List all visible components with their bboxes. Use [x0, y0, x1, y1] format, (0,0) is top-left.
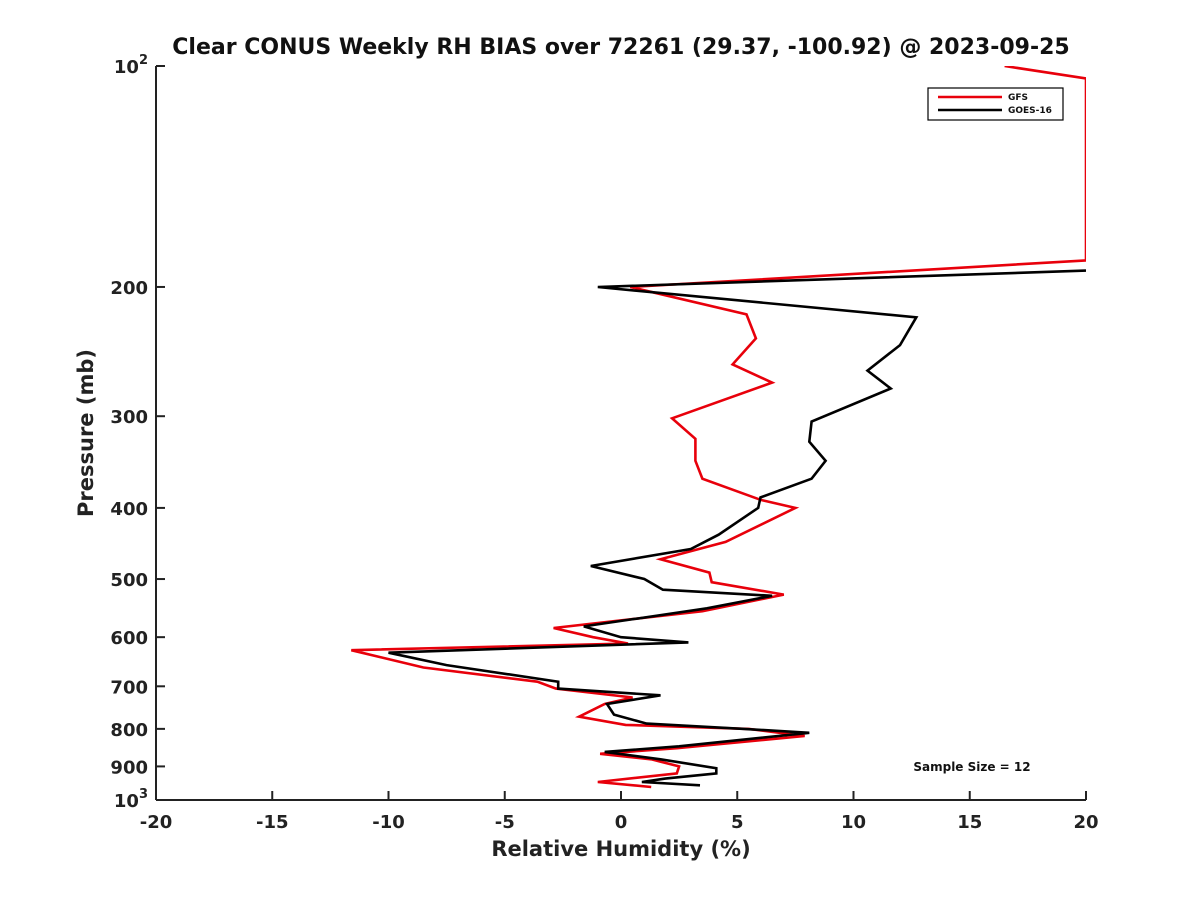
x-axis-label: Relative Humidity (%)	[491, 837, 750, 861]
y-tick-label: 600	[110, 628, 148, 649]
x-tick-label: -10	[372, 812, 405, 833]
x-tick-label: -15	[256, 812, 289, 833]
y-tick-label: 500	[110, 570, 148, 591]
x-tick-label: 10	[841, 812, 866, 833]
x-tick-label: 0	[615, 812, 628, 833]
axes	[155, 65, 1087, 801]
x-tick-label: 20	[1073, 812, 1098, 833]
y-tick-label: 102	[114, 53, 148, 78]
x-tick-label: -20	[140, 812, 173, 833]
y-tick-label: 400	[110, 499, 148, 520]
x-tick-labels: -20 -15 -10 -5 0 5 10 15 20	[140, 812, 1099, 833]
x-tick-label: -5	[495, 812, 515, 833]
y-tick-label: 700	[110, 677, 148, 698]
series-lines	[350, 66, 1086, 789]
y-tick-label: 800	[110, 720, 148, 741]
legend-box	[927, 87, 1064, 121]
y-tick-label: 103	[114, 787, 148, 812]
series-line-goes16	[388, 269, 1086, 787]
y-tick-label: 300	[110, 407, 148, 428]
legend-label-gfs: GFS	[1008, 93, 1028, 103]
chart-title: Clear CONUS Weekly RH BIAS over 72261 (2…	[172, 35, 1069, 60]
sample-size-annotation: Sample Size = 12	[913, 760, 1030, 774]
x-tick-label: 5	[731, 812, 744, 833]
y-tick-label: 900	[110, 757, 148, 778]
legend: GFS GOES-16	[927, 87, 1064, 121]
y-tick-label: 200	[110, 278, 148, 299]
y-axis-label: Pressure (mb)	[74, 349, 98, 517]
legend-label-goes16: GOES-16	[1008, 106, 1052, 116]
x-tick-label: 15	[957, 812, 982, 833]
series-line-gfs	[350, 66, 1086, 789]
y-tick-labels: 102 200 300 400 500 600 700 800 900 103	[110, 53, 148, 812]
